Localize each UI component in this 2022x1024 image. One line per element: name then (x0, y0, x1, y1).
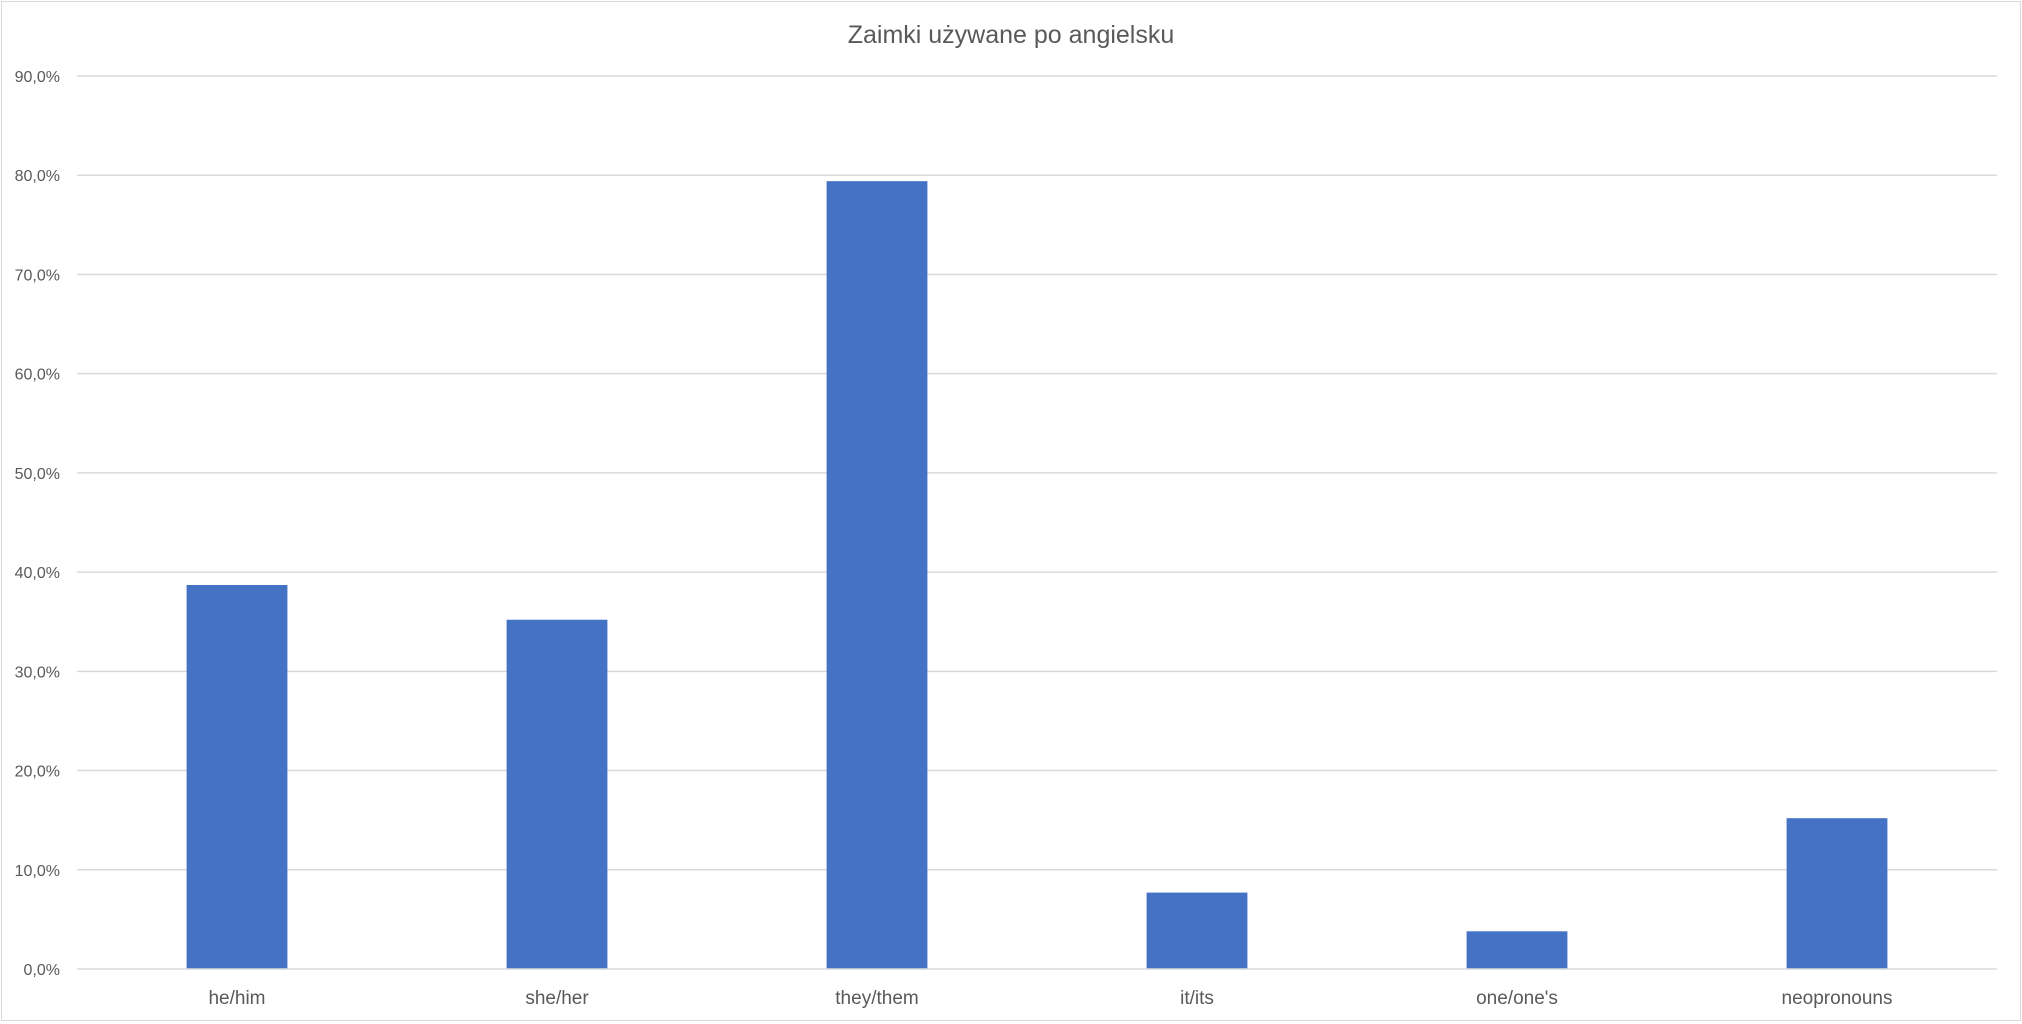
y-tick-label: 70,0% (15, 267, 60, 284)
x-category-label: they/them (835, 988, 918, 1009)
bar-she-her (506, 619, 608, 969)
bar-neopronouns (1786, 818, 1888, 969)
y-tick-label: 50,0% (15, 466, 60, 483)
y-tick-label: 40,0% (15, 565, 60, 582)
y-tick-label: 0,0% (24, 962, 60, 979)
y-tick-label: 20,0% (15, 764, 60, 781)
y-tick-label: 30,0% (15, 664, 60, 681)
bar-one-one-s (1466, 931, 1568, 969)
bar-it-its (1146, 892, 1248, 969)
x-category-label: she/her (525, 988, 589, 1009)
y-tick-label: 10,0% (15, 863, 60, 880)
x-category-label: neopronouns (1782, 988, 1893, 1009)
bar-they-them (826, 181, 928, 970)
x-category-label: one/one's (1476, 988, 1558, 1009)
chart-title: Zaimki używane po angielsku (848, 21, 1175, 49)
y-axis-tick-labels: 0,0% 10,0% 20,0% 30,0% 40,0% 50,0% 60,0% 70,0% 8… (15, 69, 60, 979)
x-category-label: it/its (1180, 988, 1214, 1009)
bars (186, 181, 1888, 970)
x-axis-category-labels: he/him she/her they/them it/its one/one's neo… (208, 988, 1892, 1009)
x-category-label: he/him (208, 988, 265, 1009)
y-tick-label: 80,0% (15, 168, 60, 185)
gridlines (77, 75, 1997, 871)
bar-he-him (186, 585, 288, 969)
y-tick-label: 60,0% (15, 367, 60, 384)
y-tick-label: 90,0% (15, 69, 60, 86)
